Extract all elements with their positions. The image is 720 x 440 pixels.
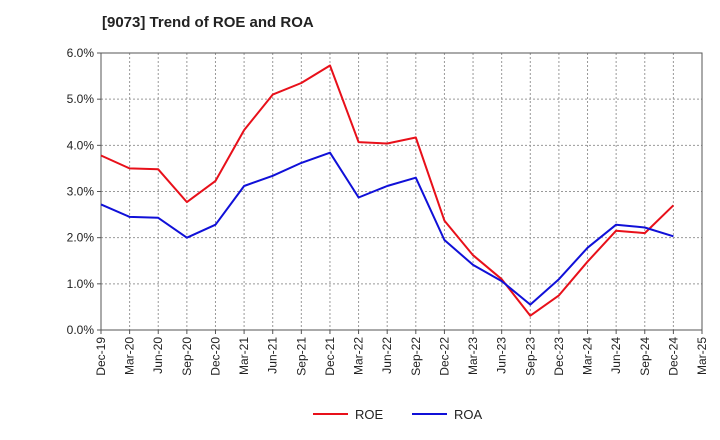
series-lines [100, 64, 675, 317]
x-tick-label: Jun-20 [151, 337, 165, 374]
x-tick-label: Mar-21 [237, 337, 251, 375]
x-tick-label: Sep-23 [523, 337, 537, 376]
x-tick-label: Dec-20 [208, 337, 222, 376]
grid [101, 53, 702, 330]
y-tick-label: 6.0% [67, 46, 95, 60]
x-tick-label: Jun-23 [495, 337, 509, 374]
y-tick-label: 1.0% [67, 277, 95, 291]
y-tick-label: 0.0% [67, 323, 95, 337]
x-tick-label: Dec-19 [94, 337, 108, 376]
x-tick-label: Jun-22 [380, 337, 394, 374]
x-tick-label: Sep-24 [638, 337, 652, 376]
x-tick-label: Dec-21 [323, 337, 337, 376]
x-tick-label: Mar-20 [123, 337, 137, 375]
y-tick-label: 2.0% [67, 231, 95, 245]
x-tick-label: Sep-21 [294, 337, 308, 376]
y-tick-label: 5.0% [67, 92, 95, 106]
x-tick-label: Mar-25 [695, 337, 709, 375]
series-line-roe [100, 64, 675, 317]
legend: ROE ROA [313, 407, 483, 422]
x-tick-label: Dec-24 [666, 337, 680, 376]
x-tick-label: Sep-20 [180, 337, 194, 376]
x-tick-label: Sep-22 [409, 337, 423, 376]
legend-label-roe: ROE [355, 407, 384, 422]
y-tick-label: 4.0% [67, 138, 95, 152]
y-axis-ticks: 0.0% 1.0% 2.0% 3.0% 4.0% 5.0% 6.0% [67, 46, 101, 337]
series-line-roa [100, 151, 674, 306]
x-tick-label: Jun-21 [266, 337, 280, 374]
x-tick-label: Jun-24 [609, 337, 623, 374]
x-axis-ticks: Dec-19 Mar-20 Jun-20 Sep-20 Dec-20 Mar-21 Jun-… [94, 330, 709, 376]
x-tick-label: Dec-23 [552, 337, 566, 376]
x-tick-label: Mar-22 [352, 337, 366, 375]
x-tick-label: Dec-22 [437, 337, 451, 376]
y-tick-label: 3.0% [67, 185, 95, 199]
chart-title: [9073] Trend of ROE and ROA [102, 14, 314, 31]
legend-label-roa: ROA [454, 407, 483, 422]
x-tick-label: Mar-24 [581, 337, 595, 375]
x-tick-label: Mar-23 [466, 337, 480, 375]
